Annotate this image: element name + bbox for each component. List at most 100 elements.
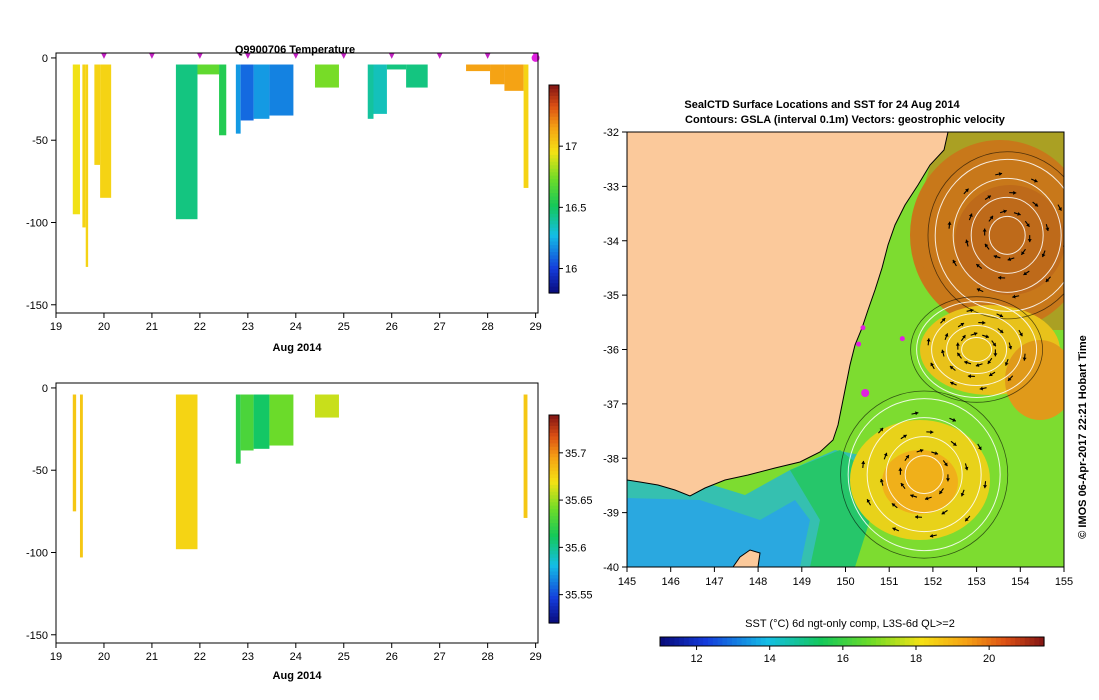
colorbar-segment: [549, 116, 559, 121]
profile-marker: [388, 52, 395, 59]
sst-colorbar-segment: [876, 637, 882, 646]
map-x-tick-label: 150: [836, 576, 854, 588]
velocity-arrowhead: [1003, 209, 1007, 214]
velocity-arrowhead: [861, 460, 866, 465]
velocity-arrowhead: [892, 527, 897, 532]
profile-marker: [196, 52, 203, 59]
velocity-arrowhead: [978, 446, 982, 450]
land-mass: [627, 132, 949, 497]
profile-bar: [253, 64, 270, 119]
velocity-arrowhead: [1021, 251, 1025, 255]
velocity-arrowhead: [1026, 223, 1030, 227]
velocity-arrowhead: [982, 228, 987, 232]
colorbar-segment: [549, 574, 559, 579]
sst-colorbar-segment: [818, 637, 824, 646]
geostrophic-flow: [840, 151, 1066, 559]
sst-colorbar-segment: [976, 637, 983, 646]
y-tick-label: -150: [26, 300, 48, 312]
temperature-y-ticks: 0 -50 -100 -150: [26, 53, 56, 312]
profile-bar: [466, 64, 491, 72]
colorbar-segment: [549, 616, 559, 621]
velocity-arrowhead: [985, 334, 989, 339]
sst-colorbar-segment: [828, 637, 834, 646]
velocity-arrowhead: [955, 342, 960, 346]
island: [732, 549, 761, 567]
map-x-tick-label: 145: [618, 576, 636, 588]
colorbar-segment: [549, 254, 559, 259]
sst-colorbar-segment: [799, 637, 805, 646]
velocity-arrowhead: [967, 374, 971, 379]
profile-bar: [79, 394, 83, 558]
colorbar-segment: [549, 463, 559, 468]
colorbar-segment: [549, 105, 559, 110]
velocity-arrowhead: [998, 172, 1003, 177]
velocity-arrowhead: [952, 259, 957, 264]
colorbar-segment: [549, 508, 559, 513]
colorbar-segment: [549, 560, 559, 565]
colorbar-segment: [549, 435, 559, 440]
x-tick-label: 26: [386, 651, 398, 663]
velocity-arrowhead: [1019, 332, 1023, 337]
colorbar-segment: [549, 178, 559, 183]
profile-bar: [94, 64, 101, 165]
profile-bar: [367, 64, 374, 119]
colorbar-segment: [549, 230, 559, 235]
profile-bar: [269, 64, 294, 116]
velocity-arrowhead: [987, 195, 991, 199]
velocity-arrowhead: [979, 386, 984, 391]
colorbar-segment: [549, 130, 559, 135]
sst-colorbar-segment: [943, 637, 949, 646]
velocity-arrowhead: [983, 485, 988, 489]
map-y-tick-label: -38: [603, 453, 619, 465]
map-title: SealCTD Surface Locations and SST for 24…: [684, 99, 960, 111]
gsla-contour: [952, 177, 1062, 293]
colorbar-segment: [549, 279, 559, 284]
velocity-arrowhead: [970, 308, 974, 313]
sst-colorbar-segment: [770, 637, 776, 646]
profile-bar: [269, 394, 294, 446]
velocity-vector: [1065, 242, 1066, 249]
sst-colorbar-segment: [856, 637, 863, 646]
colorbar-segment: [549, 571, 559, 576]
colorbar-segment: [549, 519, 559, 524]
velocity-arrowhead: [976, 264, 980, 268]
map-x-tick-label: 151: [880, 576, 898, 588]
colorbar-segment: [549, 247, 559, 252]
x-tick-label: 21: [146, 321, 158, 333]
velocity-arrowhead: [939, 490, 943, 495]
colorbar-segment: [549, 195, 559, 200]
velocity-arrowhead: [965, 239, 969, 244]
colorbar-segment: [549, 532, 559, 537]
sst-colorbar-label: SST (°C) 6d ngt-only comp, L3S-6d QL>=2: [745, 618, 955, 630]
velocity-arrowhead: [879, 427, 884, 432]
colorbar-segment: [549, 525, 559, 530]
velocity-arrowhead: [993, 254, 998, 259]
profile-marker: [340, 52, 347, 59]
colorbar-segment: [549, 244, 559, 249]
colorbar-segment: [549, 515, 559, 520]
velocity-arrowhead: [1023, 271, 1028, 275]
velocity-arrowhead: [945, 478, 950, 482]
colorbar-segment: [549, 143, 559, 148]
velocity-arrowhead: [891, 503, 896, 507]
colorbar-segment: [549, 102, 559, 107]
colorbar-segment: [549, 442, 559, 447]
sst-colorbar-segment: [842, 637, 848, 646]
sst-colorbar-segment: [808, 637, 815, 646]
velocity-arrowhead: [962, 335, 966, 339]
velocity-arrowhead: [919, 448, 924, 453]
gsla-contour-outer: [910, 296, 1043, 403]
velocity-arrowhead: [910, 494, 914, 498]
sst-colorbar-segment: [813, 637, 819, 646]
profile-marker: [436, 52, 443, 59]
colorbar-segment: [549, 605, 559, 610]
colorbar-segment: [549, 216, 559, 221]
colorbar-segment: [549, 491, 559, 496]
sst-colorbar-segment: [794, 637, 800, 646]
sst-colorbar-segment: [890, 637, 896, 646]
colorbar-segment: [549, 85, 559, 90]
colorbar-segment: [549, 206, 559, 211]
velocity-arrowhead: [1034, 178, 1038, 183]
x-tick-label: 25: [338, 651, 350, 663]
x-tick-label: 25: [338, 321, 350, 333]
